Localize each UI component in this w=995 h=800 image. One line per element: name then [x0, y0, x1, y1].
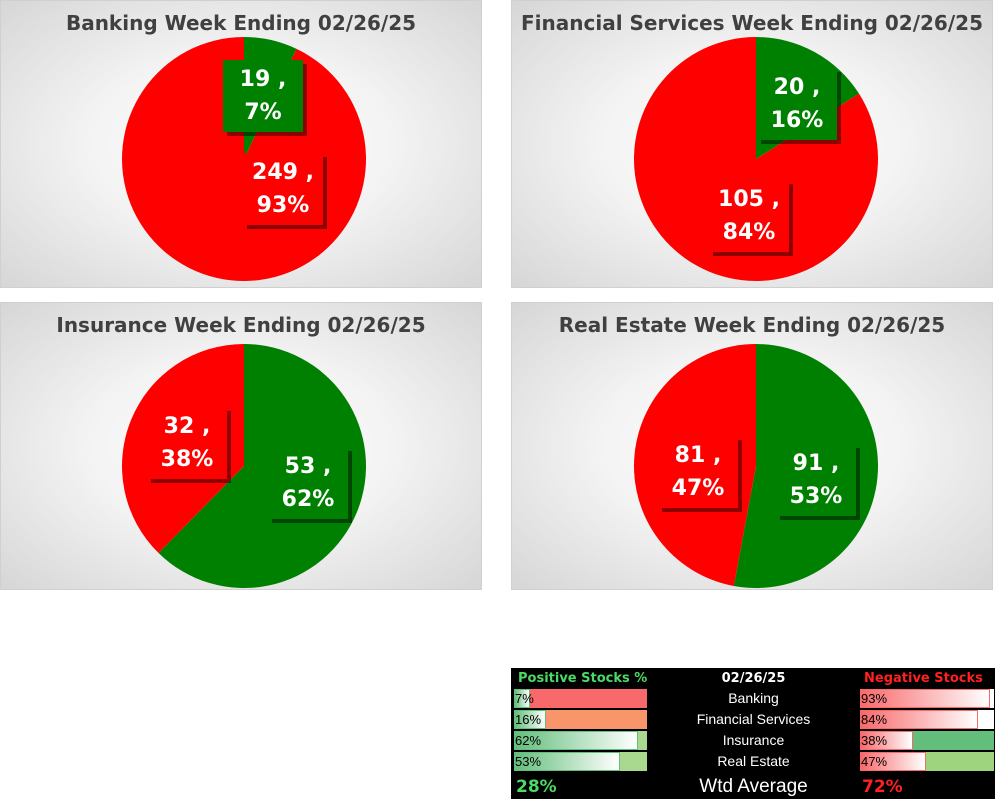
data-label-text: 7%	[244, 100, 281, 125]
avg-positive: 28%	[516, 777, 557, 797]
data-label-text: 249 ,	[252, 160, 314, 185]
data-label-box	[268, 447, 348, 519]
avg-negative: 72%	[862, 777, 903, 797]
data-label-negative: 32 , 38%	[147, 407, 231, 483]
positive-cell: 16%	[514, 710, 647, 729]
summary-row: 62% Insurance 38%	[512, 731, 995, 751]
negative-data-bar	[860, 710, 978, 729]
real-estate-pie-svg: 91 , 53% 81 , 47%	[634, 344, 879, 588]
data-label-text: 38%	[161, 447, 214, 472]
financial-services-pie-svg: 20 , 16% 105 , 84%	[633, 37, 878, 281]
real-estate-chart-panel: Real Estate Week Ending 02/26/25 91 , 53%…	[511, 302, 993, 590]
data-label-box	[757, 68, 837, 140]
weighted-average-row: 28% Wtd Average 72%	[512, 775, 995, 799]
insurance-pie-svg: 53 , 62% 32 , 38%	[122, 344, 366, 588]
data-label-box	[243, 153, 323, 225]
data-label-text: 91 ,	[793, 451, 840, 476]
negative-value: 93%	[861, 691, 888, 706]
insurance-chart-panel: Insurance Week Ending 02/26/25 53 , 62% 32…	[0, 302, 482, 590]
pie-slice-positive	[158, 344, 366, 588]
summary-row: 16% Financial Services 84%	[512, 710, 995, 730]
chart-title: Banking Week Ending 02/26/25	[65, 11, 417, 35]
category-label: Real Estate	[717, 753, 790, 769]
chart-title: Real Estate Week Ending 02/26/25	[558, 313, 946, 337]
summary-header-row: Positive Stocks % 02/26/25 Negative Stoc…	[512, 669, 995, 706]
data-label-negative: 81 , 47%	[658, 436, 742, 512]
data-label-text: 16%	[771, 108, 824, 133]
positive-data-bar	[514, 731, 638, 750]
summary-row: 7% Banking 93%	[512, 689, 995, 709]
category-label: Insurance	[722, 732, 785, 748]
positive-value: 53%	[515, 754, 542, 769]
data-label-positive: 19 , 7%	[223, 60, 307, 136]
data-label-text: 81 ,	[675, 443, 722, 468]
summary-table: Positive Stocks % 02/26/25 Negative Stoc…	[511, 668, 995, 799]
positive-value: 7%	[515, 691, 534, 706]
data-label-text: 62%	[282, 487, 335, 512]
summary-row: 53% Real Estate 47%	[512, 752, 995, 772]
negative-value: 47%	[861, 754, 888, 769]
banking-pie-svg: 19 , 7% 249 , 93%	[121, 37, 366, 281]
positive-data-bar	[514, 710, 546, 729]
positive-data-bar	[514, 689, 530, 708]
data-label-text: 93%	[257, 193, 310, 218]
avg-label: Wtd Average	[699, 776, 808, 797]
positive-value: 62%	[515, 733, 542, 748]
negative-value: 84%	[861, 712, 888, 727]
data-label-text: 47%	[672, 476, 725, 501]
negative-data-bar	[860, 731, 913, 750]
positive-value: 16%	[515, 712, 542, 727]
data-label-text: 84%	[723, 220, 776, 245]
data-label-negative: 249 , 93%	[243, 153, 327, 229]
data-label-box	[776, 444, 856, 516]
chart-title: Financial Services Week Ending 02/26/25	[521, 11, 983, 35]
negative-cell: 38%	[860, 731, 994, 750]
negative-cell: 47%	[860, 752, 994, 771]
negative-cell: 93%	[860, 689, 994, 708]
data-label-negative: 105 , 84%	[709, 180, 793, 256]
chart-title: Insurance Week Ending 02/26/25	[56, 313, 426, 337]
positive-data-bar	[514, 752, 620, 771]
data-label-text: 53%	[790, 484, 843, 509]
data-label-text: 19 ,	[240, 67, 287, 92]
category-label: Banking	[728, 690, 779, 706]
positive-header: Positive Stocks %	[518, 671, 648, 686]
category-label: Financial Services	[696, 711, 811, 727]
data-label-box	[223, 60, 303, 132]
data-label-positive: 91 , 53%	[776, 444, 860, 520]
positive-cell: 7%	[514, 689, 647, 708]
data-label-text: 20 ,	[774, 75, 821, 100]
data-label-text: 32 ,	[164, 414, 211, 439]
positive-cell: 53%	[514, 752, 647, 771]
negative-cell: 84%	[860, 710, 994, 729]
data-label-positive: 20 , 16%	[757, 68, 841, 144]
data-label-text: 53 ,	[285, 454, 332, 479]
date-header: 02/26/25	[721, 671, 786, 686]
data-label-text: 105 ,	[718, 187, 780, 212]
data-label-positive: 53 , 62%	[268, 447, 352, 523]
negative-value: 38%	[861, 733, 888, 748]
data-label-box	[658, 436, 738, 508]
positive-cell: 62%	[514, 731, 647, 750]
data-label-box	[147, 407, 227, 479]
negative-data-bar	[860, 752, 926, 771]
pie-slice-negative	[633, 37, 878, 281]
financial-services-chart-panel: Financial Services Week Ending 02/26/25 …	[511, 0, 993, 288]
negative-data-bar	[860, 689, 990, 708]
data-label-box	[709, 180, 789, 252]
banking-chart-panel: Banking Week Ending 02/26/25 19 , 7% 249 ,…	[0, 0, 482, 288]
